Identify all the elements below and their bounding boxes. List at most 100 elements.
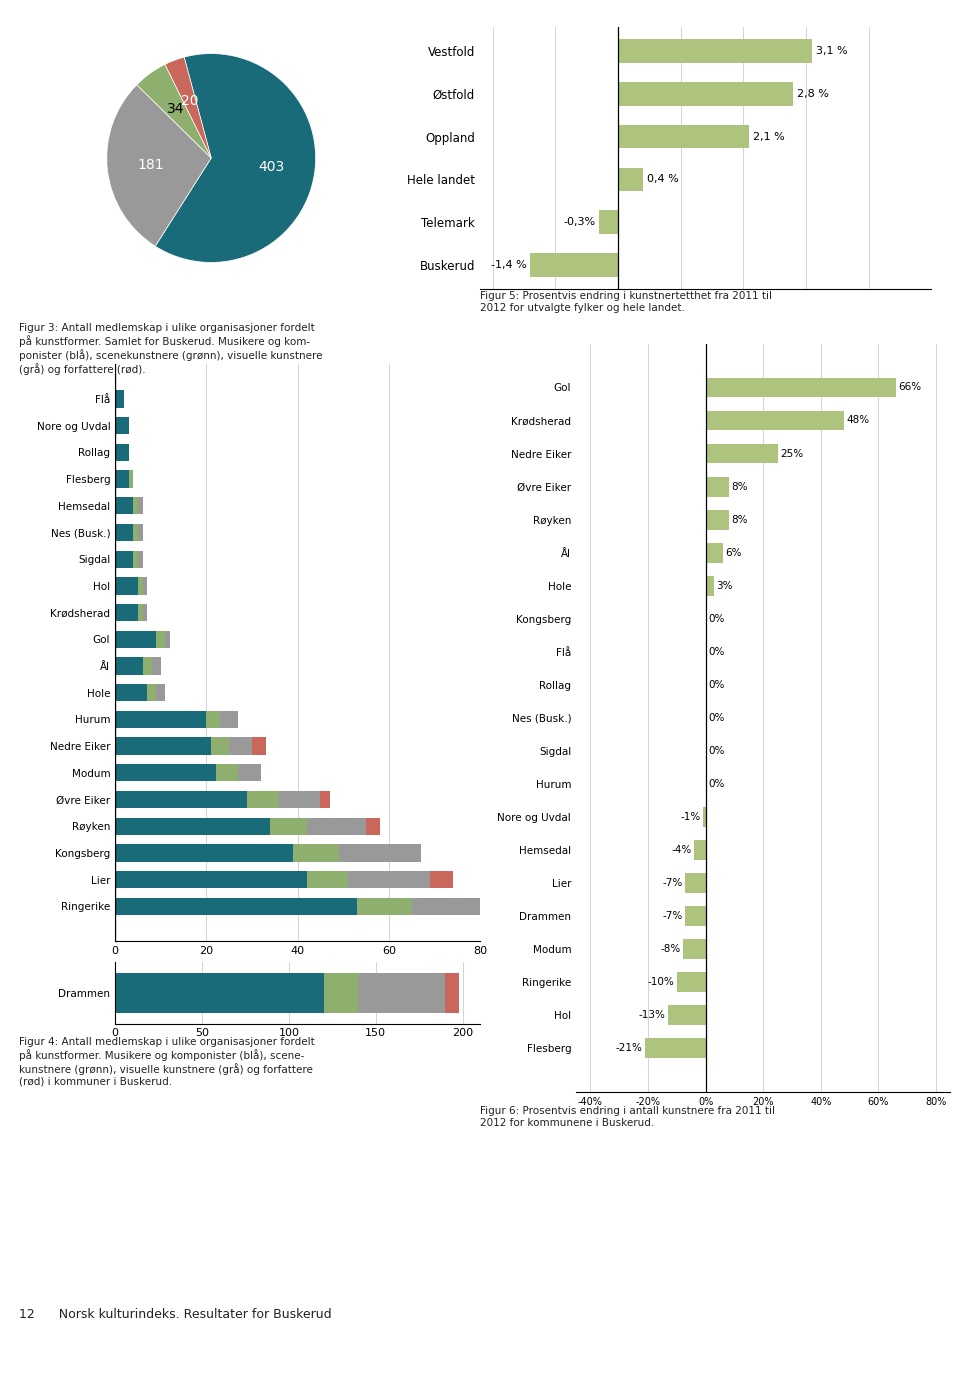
Bar: [115, 418, 129, 434]
Bar: [129, 470, 133, 488]
Text: 2,8 %: 2,8 %: [797, 89, 829, 99]
Bar: [324, 973, 358, 1013]
Bar: [133, 551, 138, 567]
Bar: [133, 497, 138, 514]
Bar: [115, 444, 129, 462]
Bar: [279, 791, 321, 808]
Wedge shape: [136, 65, 211, 158]
Bar: [138, 551, 142, 567]
Bar: [618, 168, 643, 191]
Text: -10%: -10%: [648, 977, 675, 988]
Bar: [142, 577, 147, 595]
Bar: [645, 1039, 706, 1058]
Text: 0%: 0%: [708, 713, 724, 723]
Bar: [165, 631, 170, 649]
Text: -4%: -4%: [672, 845, 692, 855]
Bar: [357, 897, 412, 915]
Bar: [115, 657, 142, 675]
Bar: [115, 605, 138, 621]
Bar: [706, 444, 778, 463]
Bar: [138, 605, 142, 621]
Text: 8%: 8%: [731, 482, 748, 492]
Text: -7%: -7%: [663, 911, 684, 921]
Text: 0%: 0%: [708, 614, 724, 624]
Text: Figur 4: Antall medlemskap i ulike organisasjoner fordelt
på kunstformer. Musike: Figur 4: Antall medlemskap i ulike organ…: [19, 1037, 315, 1087]
Bar: [115, 523, 133, 541]
Bar: [366, 818, 380, 835]
Bar: [147, 684, 156, 701]
Bar: [115, 764, 215, 782]
Bar: [238, 764, 261, 782]
Bar: [138, 523, 142, 541]
Bar: [526, 897, 540, 915]
Wedge shape: [165, 58, 211, 158]
Bar: [694, 840, 706, 860]
Bar: [530, 253, 618, 276]
Text: -21%: -21%: [616, 1043, 643, 1054]
Bar: [668, 1006, 706, 1025]
Bar: [138, 577, 142, 595]
Bar: [677, 973, 706, 992]
Wedge shape: [156, 54, 316, 262]
Text: 20: 20: [181, 95, 199, 109]
Bar: [683, 940, 706, 959]
Bar: [685, 874, 706, 893]
Bar: [115, 844, 293, 861]
Bar: [618, 40, 812, 63]
Text: 48%: 48%: [846, 415, 869, 426]
Text: -0,3%: -0,3%: [564, 217, 595, 227]
Text: 403: 403: [258, 161, 284, 174]
Text: 0%: 0%: [708, 779, 724, 789]
Bar: [206, 710, 220, 728]
Bar: [115, 791, 248, 808]
Bar: [618, 125, 750, 148]
Text: 8%: 8%: [731, 515, 748, 525]
Bar: [358, 973, 445, 1013]
Bar: [115, 390, 125, 408]
Bar: [115, 470, 129, 488]
Bar: [115, 684, 147, 701]
Bar: [252, 738, 266, 754]
Bar: [115, 551, 133, 567]
Bar: [321, 791, 329, 808]
Bar: [215, 764, 238, 782]
Bar: [152, 657, 161, 675]
Bar: [271, 818, 307, 835]
Bar: [445, 973, 459, 1013]
Bar: [618, 82, 793, 106]
Text: 12      Norsk kulturindeks. Resultater for Buskerud: 12 Norsk kulturindeks. Resultater for Bu…: [19, 1308, 332, 1320]
Bar: [706, 411, 844, 430]
Text: Figur 6: Prosentvis endring i antall kunstnere fra 2011 til
2012 for kommunene i: Figur 6: Prosentvis endring i antall kun…: [480, 1106, 775, 1128]
Bar: [115, 818, 271, 835]
Bar: [115, 871, 307, 888]
Bar: [156, 631, 165, 649]
Bar: [115, 497, 133, 514]
Text: -13%: -13%: [639, 1010, 666, 1021]
Bar: [142, 657, 152, 675]
Text: 3%: 3%: [716, 581, 733, 591]
Text: -8%: -8%: [660, 944, 681, 954]
Bar: [211, 738, 229, 754]
Bar: [138, 497, 142, 514]
Bar: [133, 523, 138, 541]
Text: -7%: -7%: [663, 878, 684, 888]
Bar: [599, 210, 618, 234]
Bar: [706, 378, 896, 397]
Text: 3,1 %: 3,1 %: [816, 47, 848, 56]
Text: 25%: 25%: [780, 448, 803, 459]
Bar: [115, 631, 156, 649]
Text: Figur 5: Prosentvis endring i kunstnertetthet fra 2011 til
2012 for utvalgte fyl: Figur 5: Prosentvis endring i kunstnerte…: [480, 291, 772, 313]
Text: 0,4 %: 0,4 %: [647, 174, 679, 184]
Bar: [115, 973, 324, 1013]
Text: 34: 34: [167, 102, 184, 115]
Text: -1%: -1%: [681, 812, 701, 822]
Bar: [307, 871, 348, 888]
Bar: [142, 605, 147, 621]
Bar: [115, 710, 206, 728]
Bar: [156, 684, 165, 701]
Text: 0%: 0%: [708, 647, 724, 657]
Wedge shape: [107, 85, 211, 246]
Text: Figur 3: Antall medlemskap i ulike organisasjoner fordelt
på kunstformer. Samlet: Figur 3: Antall medlemskap i ulike organ…: [19, 323, 323, 375]
Bar: [293, 844, 339, 861]
Bar: [348, 871, 430, 888]
